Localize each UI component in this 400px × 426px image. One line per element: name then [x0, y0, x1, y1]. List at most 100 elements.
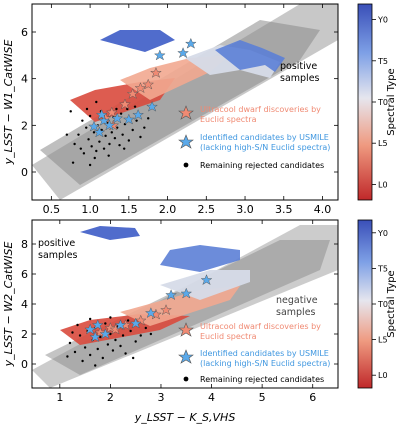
bottom-rejected-dot-25 — [76, 323, 79, 327]
top-usmile-star-5 — [122, 113, 135, 125]
bottom-rejected-dot-14 — [111, 349, 115, 352]
top-rejected-dot-37 — [143, 126, 146, 129]
colorbar-top: Y0 T5 T0 L5 L0 Spectral Type — [357, 3, 397, 201]
top-rejected-dot-9 — [92, 131, 96, 134]
bottom-rejected-dot-29 — [88, 317, 92, 321]
top-rejected-dot-13 — [100, 128, 103, 132]
bottom-usmile-star-9 — [89, 331, 102, 343]
bottom-rejected-dot-8 — [96, 347, 99, 351]
top-plot-area — [32, 4, 338, 200]
top-y-axis: 0 2 4 6 — [21, 26, 338, 179]
bottom-rejected-dot-1 — [73, 350, 77, 354]
bottom-positive-label-2: samples — [38, 250, 78, 261]
bottom-rejected-dot-20 — [129, 329, 132, 333]
top-x-tick-label-3: 2.0 — [159, 203, 177, 216]
top-x-tick-label-6: 3.5 — [275, 203, 293, 216]
bottom-rejected-dot-19 — [124, 352, 127, 355]
panel-top: negative samples positive samples Ultrac… — [2, 3, 339, 231]
bottom-x-tick-label-5: 6 — [309, 391, 316, 404]
bottom-stars — [84, 274, 213, 343]
bottom-rejected-dot-27 — [126, 319, 130, 322]
top-rejected-dot-34 — [107, 154, 110, 157]
bottom-x-tick-label-3: 4 — [208, 391, 215, 404]
top-negative-label-2: samples — [38, 26, 78, 37]
top-legend-ultracool-line2: Euclid spectra — [200, 115, 257, 124]
top-rejected-dot-0 — [69, 110, 72, 113]
bottom-rejected-dot-3 — [83, 346, 87, 349]
colorbar-bottom-tick-label-1: T5 — [377, 264, 388, 273]
top-usmile-star-8 — [153, 49, 166, 61]
bottom-legend-star-ultracool — [178, 322, 194, 337]
top-rejected-dot-24 — [121, 133, 124, 136]
top-rejected-dot-29 — [139, 135, 142, 139]
top-rejected-dot-41 — [88, 163, 92, 167]
top-ultracool-star-4 — [134, 82, 147, 94]
bottom-rejected-dot-13 — [109, 332, 112, 336]
top-legend-ultracool-line1: Ultracool dwarf discoveries by — [200, 105, 321, 114]
top-y-axis-label: y_LSST − W1_CatWISE — [2, 40, 15, 166]
top-positive-blue — [215, 40, 285, 72]
bottom-ultracool-star-5 — [160, 304, 172, 316]
top-usmile-star-11 — [95, 108, 108, 120]
bottom-legend: Ultracool dwarf discoveries by Euclid sp… — [178, 322, 330, 384]
top-legend-usmile-line2: (lacking high-S/N Euclid spectra) — [200, 143, 330, 152]
bottom-rejected-dot-33 — [66, 355, 69, 358]
top-positive-label-1: positive — [280, 61, 317, 72]
bottom-positive-blue — [160, 245, 240, 272]
bottom-x-tick-label-2: 3 — [157, 391, 164, 404]
top-legend-usmile-line1: Identified candidates by USMILE — [200, 133, 329, 142]
bottom-y-tick-label-0: 0 — [21, 358, 28, 371]
top-rejected-dot-14 — [102, 147, 106, 150]
top-rejected-dot-4 — [82, 152, 86, 155]
top-rejected-dot-20 — [113, 136, 117, 140]
bottom-x-axis: 1 2 3 4 5 6 — [56, 220, 316, 404]
top-ultracool-star-1 — [105, 106, 118, 118]
top-y-tick-label-0: 0 — [21, 166, 28, 179]
top-legend-dot — [183, 162, 189, 168]
top-rejected-dot-22 — [118, 143, 121, 147]
bottom-rejected-dot-0 — [68, 341, 72, 345]
top-rejected-dot-44 — [147, 117, 150, 120]
top-x-tick-label-4: 2.5 — [198, 203, 216, 216]
bottom-rejected-dot-23 — [144, 326, 148, 330]
top-rejected-dot-36 — [122, 147, 126, 150]
colorbar-top-tick-label-1: T5 — [377, 57, 388, 66]
bottom-rejected-dot-30 — [149, 332, 153, 336]
bottom-y-tick-label-3: 6 — [21, 268, 28, 281]
top-rejected-dot-27 — [131, 128, 134, 132]
top-ultracool-star-6 — [150, 66, 162, 78]
top-usmile-star-10 — [184, 37, 197, 49]
top-rejected-dot-35 — [115, 107, 118, 111]
top-x-tick-label-1: 1.0 — [81, 203, 99, 216]
top-rejected-dot-18 — [110, 131, 113, 134]
top-usmile-star-1 — [93, 126, 106, 138]
bottom-usmile-star-2 — [99, 328, 112, 340]
top-usmile-star-3 — [103, 119, 116, 131]
top-legend-rejected: Remaining rejected candidates — [200, 161, 324, 170]
top-usmile-star-6 — [132, 108, 145, 120]
bottom-plot-area — [32, 225, 338, 388]
bottom-rejected-dot-9 — [99, 335, 102, 339]
top-rejected-dot-7 — [88, 114, 92, 118]
top-x-tick-label-0: 0.5 — [43, 203, 61, 216]
panel-bottom: positive samples negative samples Ultrac… — [2, 219, 339, 424]
bottom-x-axis-label: y_LSST − K_S,VHS — [134, 411, 236, 424]
top-rejected-dots — [65, 100, 150, 167]
colorbar-top-tick-label-4: L0 — [378, 180, 388, 189]
top-ultracool-star-2 — [119, 98, 131, 110]
bottom-negative-label-2: samples — [276, 307, 316, 318]
top-rejected-dot-6 — [87, 138, 90, 141]
bottom-legend-usmile-line1: Identified candidates by USMILE — [200, 349, 329, 358]
bottom-usmile-star-8 — [200, 274, 213, 286]
top-rejected-dot-32 — [93, 156, 96, 160]
top-y-tick-label-2: 4 — [21, 73, 28, 86]
bottom-rejected-dot-31 — [71, 331, 74, 334]
bottom-rejected-dot-12 — [106, 343, 110, 346]
top-rejected-dot-8 — [90, 145, 93, 148]
bottom-rejected-dot-28 — [109, 316, 112, 319]
bottom-y-axis: 0 2 4 6 8 — [21, 238, 338, 371]
bottom-usmile-star-6 — [165, 289, 178, 301]
top-x-tick-label-5: 3.0 — [236, 203, 254, 216]
colorbar-bottom-tick-label-3: L5 — [378, 336, 388, 345]
